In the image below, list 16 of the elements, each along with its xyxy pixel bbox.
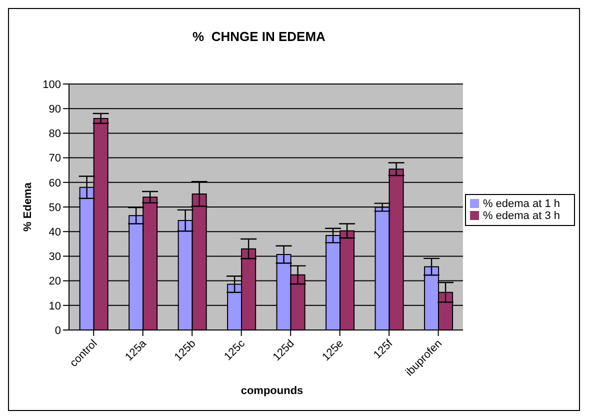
y-tick-label: 100 <box>42 78 61 91</box>
chart-title: % CHNGE IN EDEMA <box>192 29 326 44</box>
y-tick-label: 70 <box>48 152 61 165</box>
legend-label: % edema at 3 h <box>482 210 560 222</box>
y-tick-label: 60 <box>48 177 61 190</box>
y-tick-label: 50 <box>48 202 61 214</box>
legend-label: % edema at 1 h <box>482 198 560 210</box>
y-axis-title: % Edema <box>22 182 34 232</box>
y-tick-label: 80 <box>48 128 61 140</box>
y-tick-label: 0 <box>54 324 61 337</box>
x-axis-title: compounds <box>240 385 304 397</box>
y-tick-label: 90 <box>48 104 61 116</box>
y-tick-label: 30 <box>48 251 61 264</box>
y-tick-label: 10 <box>48 300 61 312</box>
y-tick-label: 40 <box>48 226 61 239</box>
y-tick-label: 20 <box>48 276 61 288</box>
